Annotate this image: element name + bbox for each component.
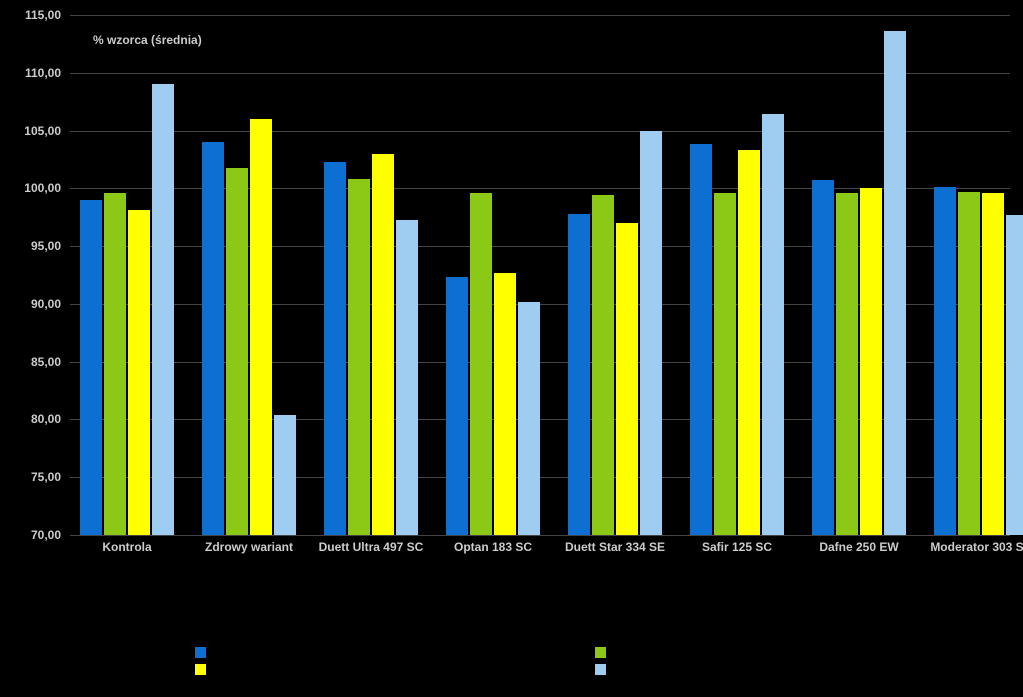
bar: [396, 220, 418, 535]
bar: [372, 154, 394, 535]
bar: [1006, 215, 1023, 535]
grid-line: [70, 15, 1010, 16]
bar: [762, 114, 784, 535]
bar: [884, 31, 906, 535]
x-label: Optan 183 SC: [432, 540, 554, 556]
bar: [860, 188, 882, 535]
bar: [690, 144, 712, 535]
x-label: Safir 125 SC: [676, 540, 798, 556]
bar: [568, 214, 590, 535]
legend-swatch: [195, 647, 206, 658]
y-tick-label: 85,00: [6, 355, 61, 369]
bar: [152, 84, 174, 535]
legend-swatch: [595, 647, 606, 658]
bar: [518, 302, 540, 535]
bar: [738, 150, 760, 535]
y-tick-label: 105,00: [6, 124, 61, 138]
bar: [446, 277, 468, 535]
x-label: Zdrowy wariant: [188, 540, 310, 556]
bar: [616, 223, 638, 535]
grid-line: [70, 535, 1010, 536]
y-tick-label: 70,00: [6, 528, 61, 542]
bar: [836, 193, 858, 535]
y-tick-label: 90,00: [6, 297, 61, 311]
chart-subtitle: % wzorca (średnia): [93, 33, 202, 47]
grid-line: [70, 131, 1010, 132]
x-label: Duett Star 334 SE: [554, 540, 676, 556]
bar: [640, 131, 662, 535]
y-tick-label: 95,00: [6, 239, 61, 253]
x-label: Duett Ultra 497 SC: [310, 540, 432, 556]
grid-line: [70, 73, 1010, 74]
bar: [250, 119, 272, 535]
x-label: Kontrola: [66, 540, 188, 556]
bar: [470, 193, 492, 535]
bar: [348, 179, 370, 535]
legend-swatch: [195, 664, 206, 675]
plot-area: [70, 15, 1010, 535]
x-label: Moderator 303 SE: [920, 540, 1023, 556]
chart-container: % wzorca (średnia) 70,00 75,00 80,00 85,00 9…: [0, 0, 1023, 697]
y-tick-label: 115,00: [6, 8, 61, 22]
y-tick-label: 110,00: [6, 66, 61, 80]
y-tick-label: 80,00: [6, 412, 61, 426]
x-label: Dafne 250 EW: [798, 540, 920, 556]
bar: [324, 162, 346, 535]
bar: [934, 187, 956, 535]
bar: [80, 200, 102, 535]
bar: [104, 193, 126, 535]
bar: [714, 193, 736, 535]
bar: [202, 142, 224, 535]
bar: [128, 210, 150, 535]
bar: [226, 168, 248, 535]
bar: [274, 415, 296, 535]
bar: [958, 192, 980, 535]
bar: [592, 195, 614, 535]
y-tick-label: 75,00: [6, 470, 61, 484]
y-tick-label: 100,00: [6, 181, 61, 195]
bar: [812, 180, 834, 535]
bar: [982, 193, 1004, 535]
legend-swatch: [595, 664, 606, 675]
bar: [494, 273, 516, 535]
